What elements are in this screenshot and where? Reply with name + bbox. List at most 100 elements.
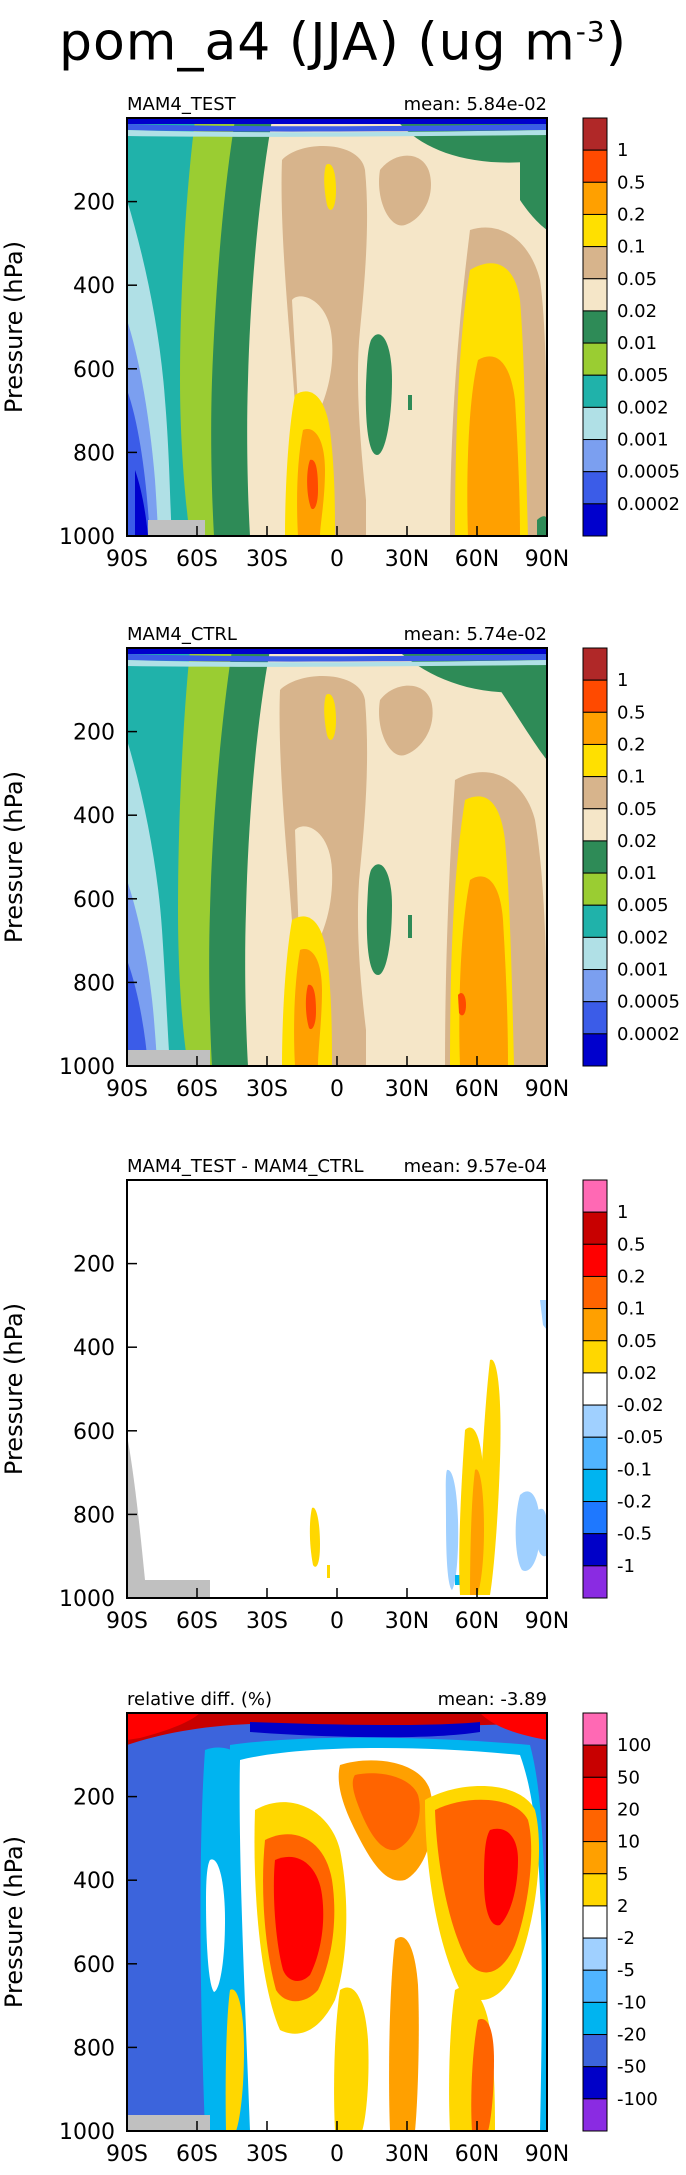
y-axis-title: Pressure (hPa) bbox=[0, 241, 28, 413]
x-tick-label: 90N bbox=[525, 2142, 569, 2167]
x-tick-label: 30N bbox=[385, 547, 429, 572]
x-tick-label: 60N bbox=[455, 547, 499, 572]
colorbar-swatch bbox=[582, 149, 608, 183]
colorbar-swatch bbox=[582, 503, 608, 537]
colorbar-label: 0.5 bbox=[617, 1234, 646, 1255]
colorbar-label: 0.002 bbox=[617, 397, 669, 418]
colorbar-swatch bbox=[582, 872, 608, 906]
contour-field bbox=[127, 1180, 547, 1598]
colorbar-label: 0.001 bbox=[617, 430, 669, 451]
colorbar-swatch bbox=[582, 310, 608, 344]
x-tick-label: 30N bbox=[385, 1077, 429, 1102]
colorbar-label: 0.01 bbox=[617, 333, 657, 354]
colorbar-swatch bbox=[582, 840, 608, 874]
colorbar-swatch bbox=[582, 1275, 608, 1310]
x-tick-label: 60N bbox=[455, 1077, 499, 1102]
colorbar-swatch bbox=[582, 1179, 608, 1213]
colorbar-swatch bbox=[582, 246, 608, 280]
x-tick-label: 90S bbox=[106, 1609, 148, 1634]
colorbar-swatch bbox=[582, 711, 608, 745]
y-tick-label: 1000 bbox=[59, 1587, 115, 1612]
colorbar-swatch bbox=[582, 904, 608, 938]
colorbar-label: -20 bbox=[617, 2025, 646, 2046]
colorbar-swatch bbox=[582, 2001, 608, 2036]
y-tick-label: 1000 bbox=[59, 2120, 115, 2145]
panel-relative-diff: relative diff. (%) mean: -3.89 Pressure … bbox=[0, 1689, 658, 2167]
colorbar-swatch bbox=[582, 1808, 608, 1843]
colorbar-swatch bbox=[582, 808, 608, 842]
colorbar-label: -100 bbox=[617, 2089, 658, 2110]
y-tick-label: 400 bbox=[73, 804, 115, 829]
colorbar-label: 2 bbox=[617, 1896, 628, 1917]
y-axis-title: Pressure (hPa) bbox=[0, 1836, 28, 2008]
colorbar-swatch bbox=[582, 1001, 608, 1035]
colorbar-label: -0.5 bbox=[617, 1524, 652, 1545]
colorbar-label: 0.0005 bbox=[617, 992, 680, 1013]
colorbar-label: 0.1 bbox=[617, 1299, 646, 1320]
y-tick-label: 800 bbox=[73, 441, 115, 466]
panel-difference: MAM4_TEST - MAM4_CTRL mean: 9.57e-04 Pre… bbox=[0, 1156, 664, 1634]
y-tick-label: 200 bbox=[73, 721, 115, 746]
colorbar-swatch bbox=[582, 2034, 608, 2068]
contour-field bbox=[127, 1713, 547, 2131]
mean-label: mean: -3.89 bbox=[438, 1689, 547, 1710]
y-tick-label: 200 bbox=[73, 1786, 115, 1811]
colorbar-swatch bbox=[582, 1744, 608, 1778]
x-tick-label: 0 bbox=[330, 1609, 344, 1634]
colorbar-label: 0.05 bbox=[617, 269, 657, 290]
x-tick-label: 60S bbox=[176, 1077, 218, 1102]
colorbar-swatch bbox=[582, 1243, 608, 1277]
colorbar-swatch bbox=[582, 1969, 608, 2003]
colorbar-swatch bbox=[582, 1533, 608, 1567]
x-tick-label: 90S bbox=[106, 547, 148, 572]
colorbar-label: 0.2 bbox=[617, 1266, 646, 1287]
x-tick-label: 60N bbox=[455, 2142, 499, 2167]
x-tick-label: 60S bbox=[176, 2142, 218, 2167]
figure-title: pom_a4 (JJA) (ug m-3) bbox=[0, 0, 686, 74]
x-tick-label: 90S bbox=[106, 2142, 148, 2167]
y-tick-label: 400 bbox=[73, 1336, 115, 1361]
y-tick-label: 400 bbox=[73, 274, 115, 299]
contour-field bbox=[127, 118, 547, 536]
colorbar-label: -10 bbox=[617, 1992, 646, 2013]
colorbar-label: -5 bbox=[617, 1960, 635, 1981]
colorbar-swatch bbox=[582, 647, 608, 681]
colorbar-swatch bbox=[582, 1873, 608, 1907]
colorbar-swatch bbox=[582, 471, 608, 505]
colorbar-label: 0.02 bbox=[617, 1363, 657, 1384]
colorbar-swatch bbox=[582, 342, 608, 376]
panel-label: MAM4_TEST - MAM4_CTRL bbox=[127, 1156, 363, 1177]
mean-label: mean: 9.57e-04 bbox=[404, 1156, 547, 1177]
colorbar-swatch bbox=[582, 1468, 608, 1503]
x-tick-label: 30S bbox=[246, 547, 288, 572]
colorbar-swatch bbox=[582, 1712, 608, 1746]
y-tick-label: 1000 bbox=[59, 1055, 115, 1080]
colorbar-label: 0.1 bbox=[617, 767, 646, 788]
x-tick-label: 30S bbox=[246, 2142, 288, 2167]
colorbar-swatch bbox=[582, 1372, 608, 1406]
colorbar-label: 0.5 bbox=[617, 702, 646, 723]
x-tick-label: 90N bbox=[525, 1077, 569, 1102]
colorbar-label: 0.005 bbox=[617, 895, 669, 916]
y-tick-label: 400 bbox=[73, 1869, 115, 1894]
x-tick-label: 90N bbox=[525, 547, 569, 572]
colorbar-swatch bbox=[582, 278, 608, 312]
colorbar-swatch bbox=[582, 1776, 608, 1810]
y-tick-label: 800 bbox=[73, 971, 115, 996]
y-tick-label: 600 bbox=[73, 888, 115, 913]
colorbar-label: -50 bbox=[617, 2057, 646, 2078]
colorbar-label: 0.05 bbox=[617, 1331, 657, 1352]
contour-field bbox=[127, 648, 547, 1066]
x-tick-label: 30S bbox=[246, 1077, 288, 1102]
figure-title-suffix: ) bbox=[605, 12, 628, 73]
colorbar-swatch bbox=[582, 679, 608, 713]
colorbar-label: -0.1 bbox=[617, 1459, 652, 1480]
colorbar-label: 0.0002 bbox=[617, 1024, 680, 1045]
x-tick-label: 0 bbox=[330, 547, 344, 572]
y-tick-label: 600 bbox=[73, 358, 115, 383]
colorbar-label: 0.0002 bbox=[617, 494, 680, 515]
colorbar-swatch bbox=[582, 1436, 608, 1470]
colorbar-swatch bbox=[582, 181, 608, 215]
colorbar-label: -0.05 bbox=[617, 1427, 664, 1448]
